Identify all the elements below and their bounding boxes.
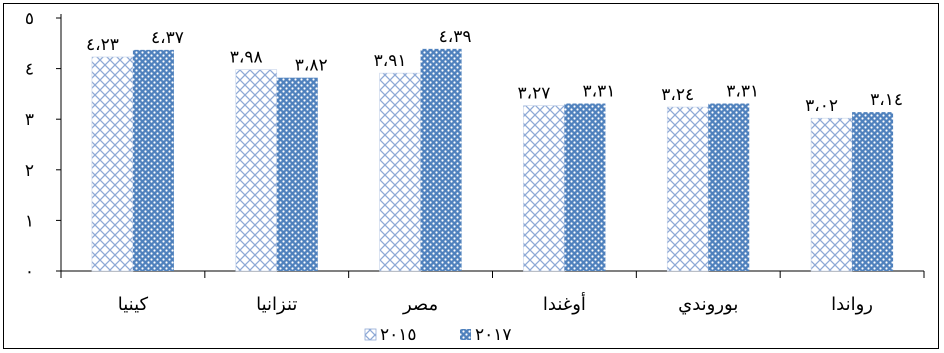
- data-label: ٤،٢٣: [86, 35, 119, 55]
- legend-label-series-1: ٢٠١٥: [380, 325, 417, 345]
- data-label: ٣،٠٢: [805, 96, 838, 116]
- y-tick-label: ٠: [25, 262, 34, 282]
- x-category-label: بوروندي: [678, 294, 738, 315]
- x-category-label: أوغندا: [543, 292, 586, 315]
- bar-series-1: [91, 56, 134, 272]
- data-label: ٣،٣١: [726, 82, 759, 102]
- data-label: ٣،٨٢: [295, 56, 328, 76]
- bar-series-2: [852, 112, 894, 271]
- bar-series-2: [420, 48, 462, 272]
- bar-series-2: [132, 49, 174, 272]
- y-tick-label: ٢: [25, 161, 34, 181]
- data-label: ٣،٩١: [374, 51, 407, 71]
- y-tick-label: ١: [25, 211, 34, 231]
- x-category-label: تنزانيا: [256, 294, 297, 315]
- y-tick-label: ٤: [25, 60, 34, 80]
- bar-series-2: [564, 103, 606, 271]
- bar-series-2: [276, 77, 318, 271]
- axes: ٠ ١ ٢ ٣ ٤ ٥ كينيا تنزانيا مصر أوغندا بوروندي رواندا: [25, 9, 925, 315]
- bar-series-2: [708, 103, 750, 271]
- bar-series-1: [523, 105, 565, 272]
- data-label: ٤،٣٩: [439, 27, 472, 47]
- data-label: ٣،٢٤: [661, 85, 694, 105]
- bar-series-1: [810, 117, 853, 272]
- bar-series-1: [235, 69, 278, 272]
- x-category-label: رواندا: [831, 294, 873, 315]
- legend: ٢٠١٥ ٢٠١٧: [364, 325, 512, 345]
- legend-label-series-2: ٢٠١٧: [475, 325, 512, 345]
- y-tick-label: ٥: [25, 9, 34, 29]
- bar-series-1: [666, 106, 709, 272]
- data-label: ٣،٩٨: [230, 48, 263, 68]
- data-label: ٣،١٤: [870, 90, 903, 110]
- bar-series-1: [379, 72, 421, 272]
- x-category-label: مصر: [402, 294, 438, 315]
- y-tick-label: ٣: [25, 110, 34, 130]
- data-label: ٣،٣١: [582, 82, 615, 102]
- legend-swatch-series-2: [460, 329, 471, 340]
- x-category-label: كينيا: [118, 294, 149, 315]
- data-label: ٤،٣٧: [151, 28, 184, 48]
- data-label: ٣،٢٧: [517, 84, 550, 104]
- legend-swatch-series-1: [364, 328, 377, 341]
- bars: ٤،٢٣ ٣،٩٨ ٣،٩١ ٣،٢٧ ٣،٢٤ ٣،٠٢ ٤،٣٧ ٣،٨٢ ٤،٣٩ ٣،٣١…: [86, 27, 903, 272]
